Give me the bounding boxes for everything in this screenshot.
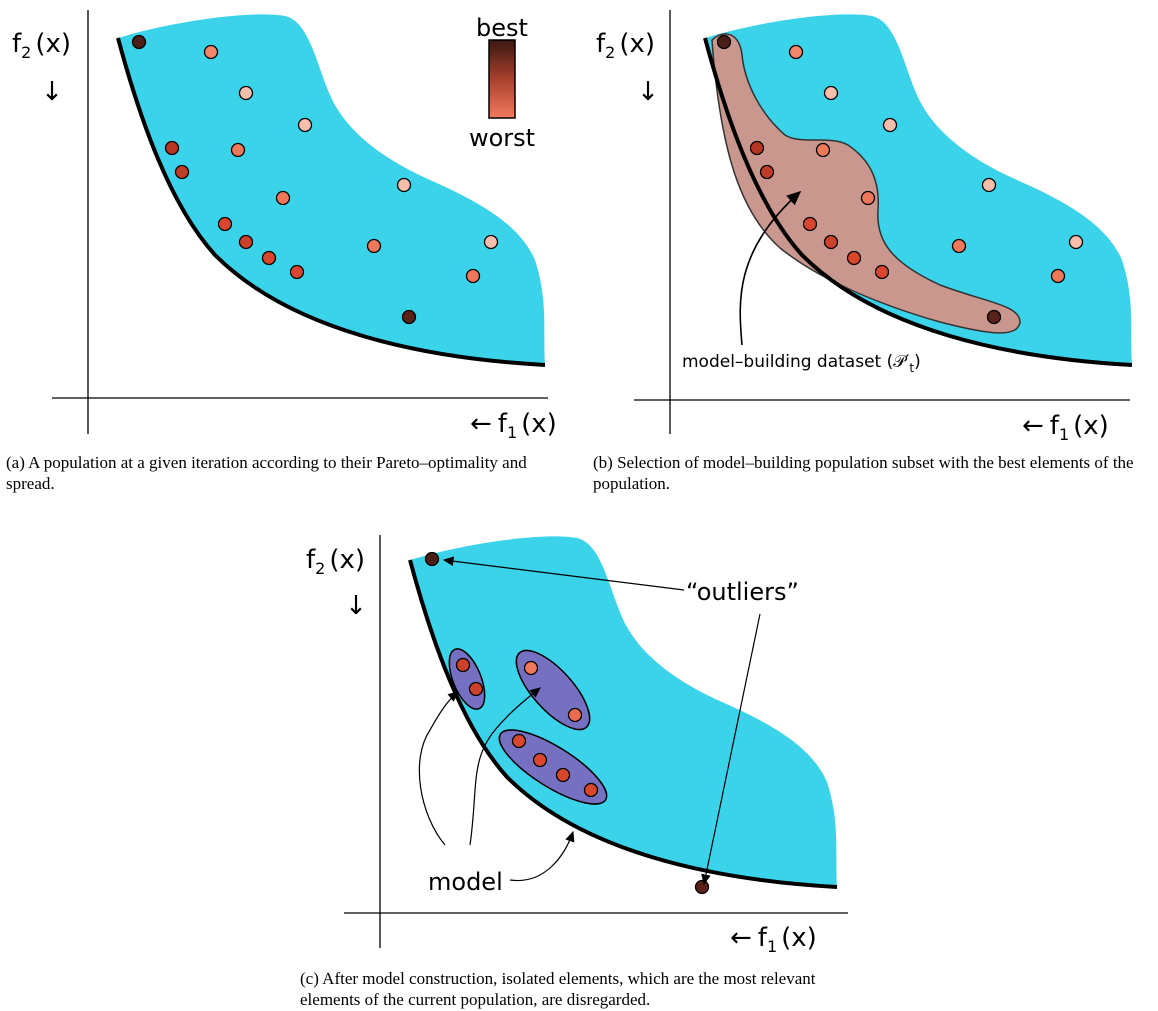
population-point (567, 707, 583, 723)
population-point (523, 660, 539, 676)
caption-c: (c) After model construction, isolated e… (300, 969, 816, 1009)
population-point (511, 733, 527, 749)
population-point (823, 85, 839, 101)
population-points (424, 551, 710, 895)
dataset-label: model–building dataset (𝒫′t) (682, 352, 921, 375)
down-arrow-icon: ↓ (637, 77, 659, 107)
population-point (203, 44, 219, 60)
population-point (455, 657, 471, 673)
caption-a: (a) A population at a given iteration ac… (6, 453, 527, 493)
f1-label: ← f1 (x) (730, 923, 817, 956)
population-point (583, 782, 599, 798)
f2-label: f2 (x) (12, 29, 71, 62)
population-point (815, 142, 831, 158)
down-arrow-icon: ↓ (41, 77, 63, 107)
population-point (468, 681, 484, 697)
population-point (424, 551, 440, 567)
population-point (1068, 234, 1084, 250)
model-building-subset (711, 33, 1021, 334)
outlier-arrow (442, 556, 685, 591)
population-point (275, 190, 291, 206)
population-point (366, 238, 382, 254)
population-point (846, 250, 862, 266)
population-point (716, 34, 732, 50)
population-point (230, 142, 246, 158)
population-point (238, 234, 254, 250)
population-point (788, 44, 804, 60)
legend-best-label: best (476, 14, 528, 42)
population-point (555, 767, 571, 783)
f1-label: ← f1 (x) (470, 409, 557, 442)
population-point (401, 309, 417, 325)
population-point (532, 752, 548, 768)
f2-label: f2 (x) (306, 545, 365, 578)
population-point (164, 140, 180, 156)
population-point (759, 164, 775, 180)
dataset-arrow (739, 190, 802, 346)
population-point (174, 164, 190, 180)
population-point (882, 117, 898, 133)
panel-b: model–building dataset (𝒫′t) f2 (x) ↓ ← f1… (596, 10, 1134, 444)
panel-a: best worst f2 (x) ↓ ← f1 (x) (12, 10, 557, 442)
population-point (465, 268, 481, 284)
population-point (802, 216, 818, 232)
model-cluster (498, 729, 608, 805)
outlier-arrow (701, 613, 761, 886)
population-point (1050, 268, 1066, 284)
legend-worst-label: worst (469, 124, 535, 152)
population-point (217, 216, 233, 232)
model-arrow (418, 691, 459, 846)
population-points (716, 34, 1084, 325)
population-point (238, 85, 254, 101)
objective-region (118, 14, 545, 365)
population-points (131, 34, 499, 325)
population-point (289, 264, 305, 280)
population-point (261, 250, 277, 266)
population-point (483, 234, 499, 250)
population-point (860, 190, 876, 206)
population-point (131, 34, 147, 50)
population-point (749, 140, 765, 156)
outliers-label: “outliers” (686, 578, 799, 606)
population-point (986, 309, 1002, 325)
panel-c: “outliers” model f2 (x) ↓ ← f1 (x) (306, 535, 848, 956)
colorbar (488, 39, 516, 119)
model-arrow (509, 830, 575, 882)
population-point (694, 879, 710, 895)
population-point (297, 117, 313, 133)
population-point (396, 177, 412, 193)
population-point (823, 234, 839, 250)
caption-b: (b) Selection of model–building populati… (593, 453, 1134, 493)
population-point (874, 264, 890, 280)
f2-label: f2 (x) (596, 29, 655, 62)
model-arrow (469, 687, 541, 846)
model-label: model (428, 868, 503, 896)
population-point (951, 238, 967, 254)
population-point (981, 177, 997, 193)
down-arrow-icon: ↓ (345, 591, 367, 621)
f1-label: ← f1 (x) (1022, 411, 1109, 444)
